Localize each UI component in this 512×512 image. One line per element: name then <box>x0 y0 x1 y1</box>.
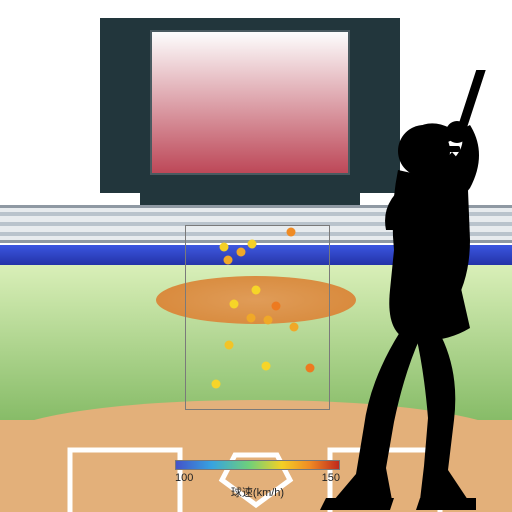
pitch-dot <box>220 243 229 252</box>
pitch-dot <box>262 362 271 371</box>
pitch-dot <box>212 380 221 389</box>
pitch-dot <box>230 300 239 309</box>
legend-ticks: 100 150 <box>175 472 340 484</box>
pitch-dot <box>264 316 273 325</box>
pitch-dot <box>287 228 296 237</box>
pitch-dot <box>290 323 299 332</box>
pitch-dot <box>306 364 315 373</box>
pitch-dot <box>247 314 256 323</box>
pitch-dot <box>252 286 261 295</box>
pitch-dot <box>224 256 233 265</box>
pitch-dot <box>248 240 257 249</box>
batter-silhouette <box>320 70 512 510</box>
legend-tick-max: 150 <box>322 472 340 484</box>
legend-label: 球速(km/h) <box>175 484 340 500</box>
pitch-dot <box>237 248 246 257</box>
pitch-dot <box>272 302 281 311</box>
legend-gradient-bar <box>175 460 340 470</box>
pitch-dot <box>225 341 234 350</box>
legend-tick-min: 100 <box>175 472 193 484</box>
speed-legend: 100 150 球速(km/h) <box>175 460 340 500</box>
